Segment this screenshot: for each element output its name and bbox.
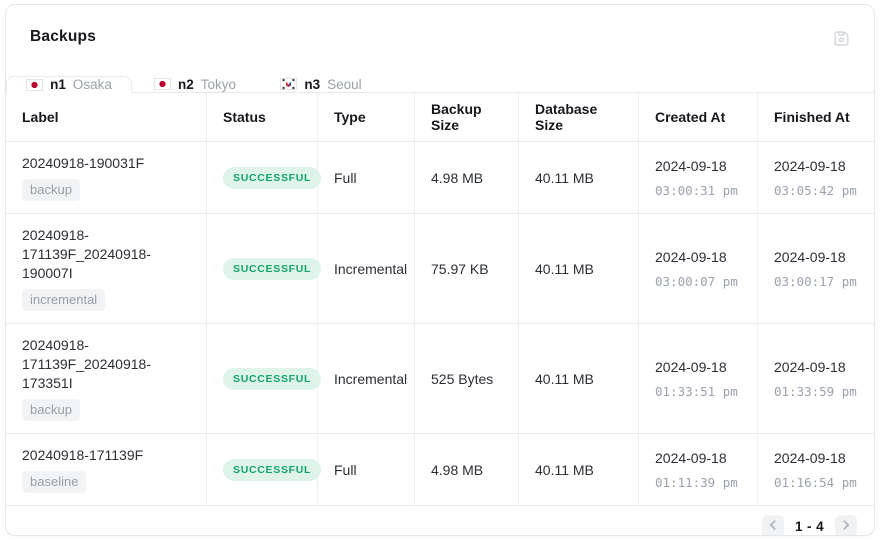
type-cell: Incremental <box>318 214 415 323</box>
backup-tag: backup <box>22 179 80 201</box>
korea-flag-icon <box>280 78 298 90</box>
table-header-row: Label Status Type Backup Size Database S… <box>6 93 874 142</box>
status-badge: SUCCESSFUL <box>223 458 322 481</box>
type-cell: Incremental <box>318 324 415 433</box>
backup-size-cell: 525 Bytes <box>415 324 519 433</box>
database-size-cell: 40.11 MB <box>519 324 639 433</box>
tab-node-city: Osaka <box>72 77 112 92</box>
created-at-cell: 2024-09-18 01:33:51 pm <box>639 324 758 433</box>
table-row: 20240918-171139F_20240918-173351I backup… <box>6 324 874 434</box>
finished-date: 2024-09-18 <box>774 248 846 265</box>
finished-time: 03:00:17 pm <box>774 273 857 289</box>
column-header-status: Status <box>207 93 318 141</box>
tab-node-city: Seoul <box>327 76 362 92</box>
finished-time: 03:05:42 pm <box>774 182 857 198</box>
card-header: Backups <box>6 5 874 50</box>
pagination: 1 - 4 <box>6 506 874 535</box>
pagination-prev-button[interactable] <box>761 515 784 535</box>
tab-n1-osaka[interactable]: n1 Osaka <box>6 76 132 93</box>
tab-node-name: n3 <box>304 76 321 92</box>
backup-label: 20240918-171139F_20240918-190007I <box>22 227 151 281</box>
finished-at-cell: 2024-09-18 01:33:59 pm <box>758 324 874 433</box>
page-title: Backups <box>30 28 97 45</box>
created-date: 2024-09-18 <box>655 449 727 466</box>
finished-date: 2024-09-18 <box>774 449 846 466</box>
backup-tag: baseline <box>22 471 87 493</box>
status-cell: SUCCESSFUL <box>207 324 322 433</box>
created-date: 2024-09-18 <box>655 157 727 174</box>
column-header-finished-at: Finished At <box>774 109 850 125</box>
label-cell: 20240918-171139F_20240918-190007I increm… <box>6 214 207 323</box>
created-at-cell: 2024-09-18 03:00:31 pm <box>639 142 758 213</box>
status-cell: SUCCESSFUL <box>207 434 322 505</box>
finished-time: 01:33:59 pm <box>774 383 857 399</box>
finished-date: 2024-09-18 <box>774 358 846 375</box>
type-cell: Full <box>318 434 415 505</box>
chevron-left-icon <box>767 519 779 534</box>
finished-at-cell: 2024-09-18 01:16:54 pm <box>758 434 874 505</box>
label-cell: 20240918-190031F backup <box>6 142 207 213</box>
save-icon <box>833 31 850 50</box>
database-size-cell: 40.11 MB <box>519 214 639 323</box>
created-time: 03:00:31 pm <box>655 182 738 198</box>
finished-date: 2024-09-18 <box>774 157 846 174</box>
save-button[interactable] <box>833 30 850 50</box>
tab-node-name: n1 <box>50 77 66 92</box>
created-date: 2024-09-18 <box>655 358 727 375</box>
finished-time: 01:16:54 pm <box>774 474 857 490</box>
backup-size-cell: 4.98 MB <box>415 142 519 213</box>
table-row: 20240918-171139F baseline SUCCESSFUL Ful… <box>6 434 874 506</box>
backup-tag: incremental <box>22 289 106 311</box>
japan-flag-icon <box>153 78 171 90</box>
created-time: 01:11:39 pm <box>655 474 738 490</box>
backup-label: 20240918-171139F_20240918-173351I <box>22 337 151 391</box>
column-header-backup-size: Backup Size <box>415 93 519 141</box>
backup-size-cell: 4.98 MB <box>415 434 519 505</box>
label-cell: 20240918-171139F_20240918-173351I backup <box>6 324 207 433</box>
tab-node-city: Tokyo <box>200 76 237 92</box>
column-header-database-size: Database Size <box>519 93 639 141</box>
finished-at-cell: 2024-09-18 03:00:17 pm <box>758 214 874 323</box>
tab-node-name: n2 <box>177 76 194 92</box>
backups-table: Label Status Type Backup Size Database S… <box>6 93 874 506</box>
pagination-range: 1 - 4 <box>794 518 824 534</box>
created-at-cell: 2024-09-18 03:00:07 pm <box>639 214 758 323</box>
label-cell: 20240918-171139F baseline <box>6 434 207 505</box>
backup-size-cell: 75.97 KB <box>415 214 519 323</box>
tab-n3-seoul[interactable]: n3 Seoul <box>258 76 384 92</box>
type-cell: Full <box>318 142 415 213</box>
status-badge: SUCCESSFUL <box>223 367 322 390</box>
node-tabbar: n1 Osaka n2 Tokyo <box>6 76 874 93</box>
table-row: 20240918-190031F backup SUCCESSFUL Full … <box>6 142 874 214</box>
finished-at-cell: 2024-09-18 03:05:42 pm <box>758 142 874 213</box>
created-time: 03:00:07 pm <box>655 273 738 289</box>
status-cell: SUCCESSFUL <box>207 214 322 323</box>
tab-n2-tokyo[interactable]: n2 Tokyo <box>132 76 258 92</box>
japan-flag-icon <box>26 78 44 91</box>
pagination-next-button[interactable] <box>835 515 857 535</box>
created-time: 01:33:51 pm <box>655 383 738 399</box>
backups-card: Backups n1 Osaka <box>5 4 875 536</box>
status-badge: SUCCESSFUL <box>223 257 322 280</box>
chevron-right-icon <box>840 519 852 534</box>
database-size-cell: 40.11 MB <box>519 142 639 213</box>
column-header-type: Type <box>318 93 415 141</box>
created-at-cell: 2024-09-18 01:11:39 pm <box>639 434 758 505</box>
backup-label: 20240918-190031F <box>22 155 145 171</box>
backup-tag: backup <box>22 399 80 421</box>
column-header-created-at: Created At <box>639 93 758 141</box>
backup-label: 20240918-171139F <box>22 447 144 463</box>
status-cell: SUCCESSFUL <box>207 142 322 213</box>
column-header-label: Label <box>6 93 207 141</box>
table-row: 20240918-171139F_20240918-190007I increm… <box>6 214 874 324</box>
created-date: 2024-09-18 <box>655 248 727 265</box>
database-size-cell: 40.11 MB <box>519 434 639 505</box>
status-badge: SUCCESSFUL <box>223 166 322 189</box>
